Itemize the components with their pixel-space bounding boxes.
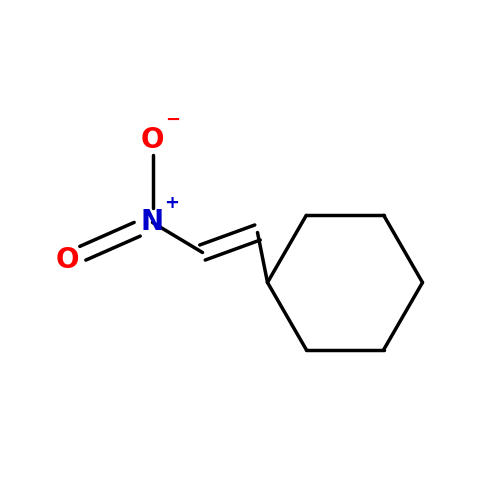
Text: O: O [56, 246, 79, 274]
Text: O: O [141, 126, 164, 154]
Text: N: N [141, 208, 164, 236]
Text: −: − [165, 111, 180, 129]
Text: +: + [164, 194, 179, 212]
